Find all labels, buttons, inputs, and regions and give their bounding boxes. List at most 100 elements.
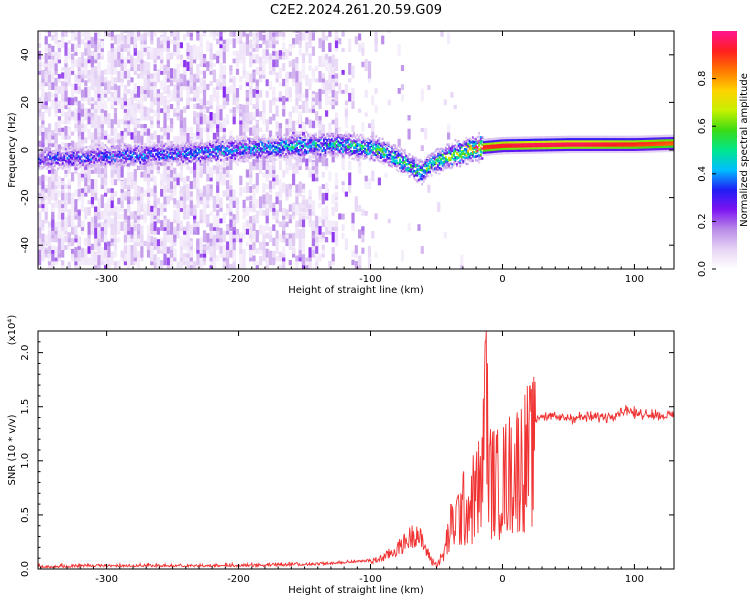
- spectrogram-cell: [206, 233, 210, 243]
- spectrogram-cell: [38, 140, 42, 148]
- spectrogram-cell: [226, 203, 230, 209]
- spectrogram-cell: [212, 156, 215, 160]
- spectrogram-cell: [49, 165, 51, 169]
- spectrogram-cell: [228, 141, 230, 145]
- spectrogram-cell: [90, 50, 94, 56]
- spectrogram-cell: [321, 55, 325, 60]
- spectrogram-cell: [299, 142, 302, 145]
- spectrogram-cell: [185, 146, 188, 150]
- spectrogram-cell: [253, 153, 256, 157]
- spectrogram-cell: [391, 147, 393, 150]
- spectrogram-cell: [268, 99, 273, 113]
- spectrogram-cell: [356, 152, 359, 155]
- spectrogram-cell: [427, 184, 431, 193]
- spectrogram-cell: [283, 158, 286, 161]
- spectrogram-cell: [278, 185, 282, 197]
- spectrogram-cell: [175, 148, 178, 151]
- spectrogram-cell: [223, 153, 226, 156]
- spectrogram-cell: [335, 148, 338, 151]
- spectrogram-cell: [186, 152, 189, 155]
- spectrogram-cell: [256, 143, 259, 147]
- spectrogram-cell: [114, 150, 116, 154]
- spectrogram-cell: [365, 144, 368, 148]
- spectrogram-cell: [80, 39, 85, 45]
- spectrogram-cell: [216, 228, 220, 239]
- spectrogram-cell: [338, 143, 341, 147]
- spectrogram-cell: [123, 38, 127, 45]
- spectrogram-cell: [179, 118, 183, 129]
- spectrogram-cell: [131, 160, 134, 164]
- spectrogram-cell: [161, 155, 164, 158]
- spectrogram-cell: [52, 156, 55, 160]
- spectrogram-cell: [278, 156, 281, 159]
- spectrogram-cell: [319, 153, 322, 156]
- spectrogram-cell: [150, 88, 154, 102]
- spectrogram-cell: [275, 191, 279, 197]
- spectrogram-cell: [403, 151, 406, 155]
- spectrogram-cell: [323, 142, 325, 145]
- spectrogram-cell: [71, 83, 75, 94]
- spectrogram-cell: [297, 150, 300, 154]
- spectrogram-cell: [38, 245, 42, 258]
- spectrogram-cell: [51, 99, 55, 106]
- spectrogram-cell: [202, 159, 205, 162]
- spectrogram-cell: [71, 141, 75, 155]
- spectrogram-cell: [125, 142, 127, 145]
- spectrogram-cell: [74, 59, 78, 68]
- spectrogram-cell: [235, 135, 240, 144]
- spectrogram-cell: [249, 250, 253, 258]
- spectrogram-cell: [285, 142, 287, 145]
- spectrogram-cell: [282, 106, 286, 117]
- spectrogram-cell: [285, 118, 289, 125]
- spectrogram-cell: [80, 188, 85, 193]
- spectrogram-cell: [299, 140, 302, 143]
- spectrogram-cell: [252, 186, 256, 197]
- spectrogram-cell: [229, 65, 233, 71]
- spectrogram-cell: [288, 149, 291, 152]
- spectrogram-cell: [140, 125, 144, 136]
- spectrogram-cell: [50, 162, 53, 165]
- spectrogram-cell: [110, 159, 113, 162]
- spectrogram-cell: [288, 204, 292, 212]
- spectrogram-cell: [189, 31, 193, 33]
- spectrogram-cell: [262, 39, 266, 45]
- spectrogram-cell: [136, 155, 139, 158]
- spectrogram-cell: [90, 74, 94, 87]
- spectrogram-cell: [72, 152, 75, 155]
- spectrogram-cell: [170, 175, 174, 182]
- spectrogram-cell: [228, 156, 230, 159]
- spectrogram-cell: [163, 163, 165, 166]
- spectrogram-cell: [202, 58, 207, 64]
- spectrogram-cell: [153, 148, 156, 151]
- spectrogram-cell: [220, 148, 222, 152]
- spectrogram-cell: [152, 153, 154, 156]
- spectrogram-cell: [77, 163, 80, 166]
- spectrogram-cell: [315, 255, 319, 262]
- spectrogram-cell: [196, 46, 200, 60]
- spectrogram-cell: [80, 112, 85, 125]
- spectrogram-cell: [87, 221, 91, 235]
- spectrogram-cell: [215, 147, 218, 151]
- spectrogram-cell: [334, 32, 339, 37]
- spectrogram-cell: [327, 138, 330, 141]
- spectrogram-cell: [166, 233, 170, 243]
- spectrogram-cell: [153, 64, 157, 71]
- spectrogram-cell: [300, 141, 303, 144]
- spectrogram-cell: [232, 58, 236, 64]
- spectrogram-cell: [216, 126, 220, 132]
- spectrogram-cell: [292, 67, 296, 79]
- spectrogram-cell: [245, 146, 248, 149]
- spectrogram-cell: [357, 158, 360, 162]
- spectrogram-cell: [406, 171, 409, 174]
- spectrogram-cell: [66, 151, 69, 154]
- spectrogram-cell: [399, 158, 401, 162]
- spectrogram-cell: [97, 197, 101, 205]
- spectrogram-cell: [161, 146, 164, 150]
- spectrogram-cell: [146, 175, 151, 186]
- spectrogram-cell: [275, 31, 279, 37]
- spectrogram-cell: [38, 231, 42, 239]
- spectrogram-cell: [176, 64, 180, 71]
- spectrogram-cell: [256, 156, 259, 159]
- spectrogram-cell: [193, 226, 197, 231]
- spectrogram-cell: [87, 245, 91, 254]
